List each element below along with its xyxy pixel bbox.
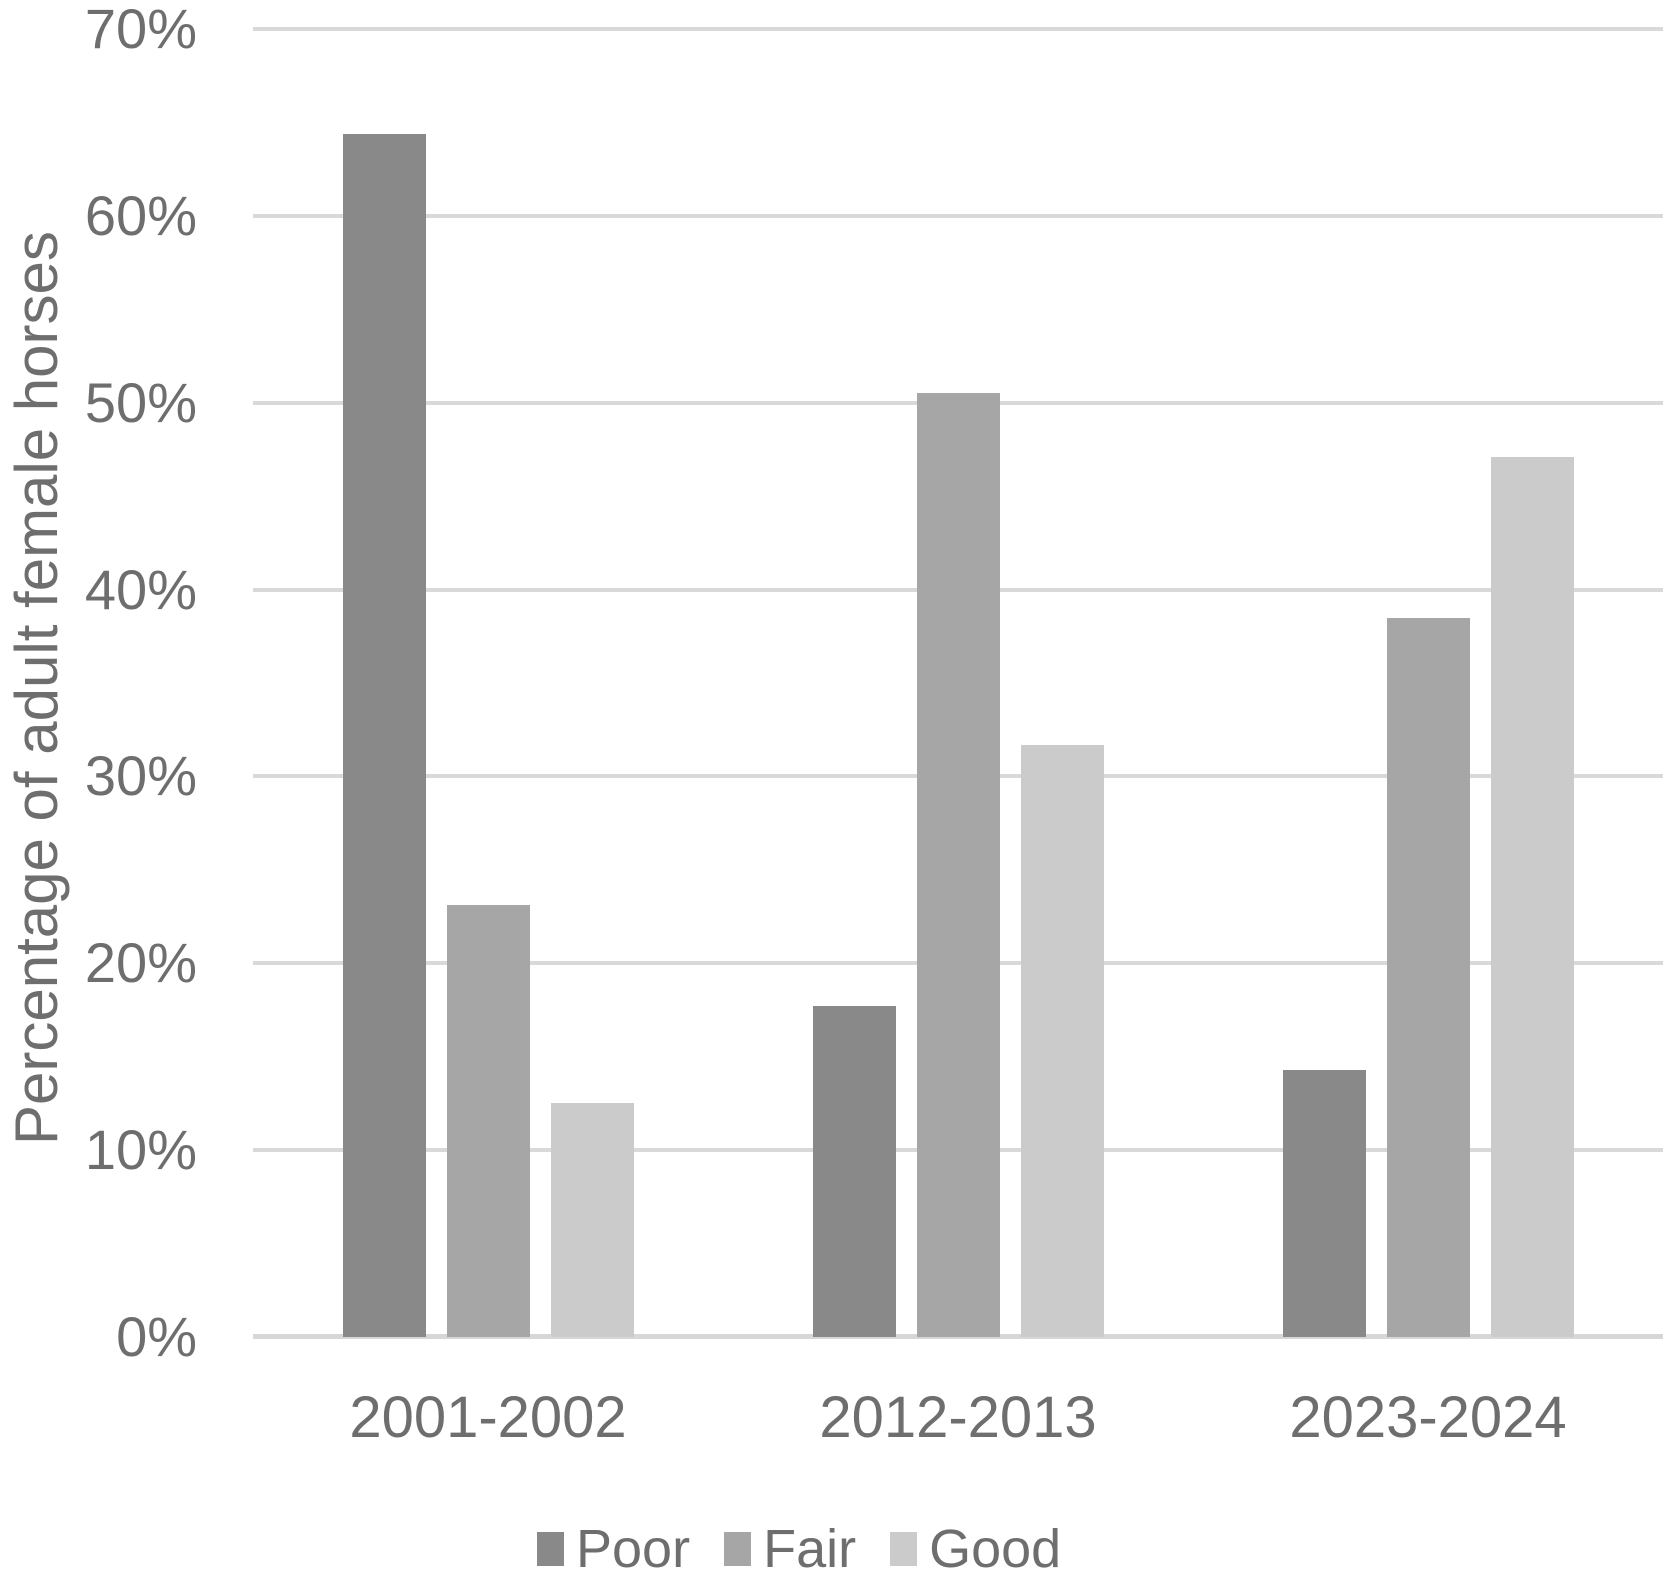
legend-item-good: Good <box>890 1522 1061 1576</box>
legend-swatch-fair <box>724 1532 752 1566</box>
x-tick-label-2001-2002: 2001-2002 <box>349 1385 627 1450</box>
x-tick-label-2023-2024: 2023-2024 <box>1289 1385 1567 1450</box>
bar-good-2001-2002 <box>550 1103 634 1337</box>
legend-item-poor: Poor <box>537 1522 690 1576</box>
y-tick-label-30pct: 30% <box>84 744 197 808</box>
bar-fair-2001-2002 <box>446 905 530 1337</box>
plot-area <box>253 27 1663 1339</box>
bar-good-2023-2024 <box>1490 456 1574 1337</box>
legend-item-fair: Fair <box>724 1522 856 1576</box>
bar-fair-2023-2024 <box>1386 617 1470 1337</box>
legend: Poor Fair Good <box>537 1522 1061 1576</box>
bar-fair-2012-2013 <box>916 393 1000 1337</box>
gridline-60 <box>253 213 1663 218</box>
y-tick-label-70pct: 70% <box>84 0 197 60</box>
bar-poor-2001-2002 <box>342 133 426 1337</box>
y-tick-label-60pct: 60% <box>84 183 197 247</box>
legend-swatch-good <box>890 1532 918 1566</box>
legend-label-good: Good <box>929 1519 1062 1579</box>
bar-good-2012-2013 <box>1020 744 1104 1337</box>
gridline-70 <box>253 27 1663 31</box>
y-tick-label-20pct: 20% <box>84 931 197 995</box>
bar-poor-2023-2024 <box>1282 1069 1366 1337</box>
x-tick-label-2012-2013: 2012-2013 <box>819 1385 1097 1450</box>
y-tick-label-40pct: 40% <box>84 557 197 621</box>
y-tick-label-50pct: 50% <box>84 370 197 434</box>
bar-poor-2012-2013 <box>812 1006 896 1337</box>
y-tick-label-10pct: 10% <box>84 1118 197 1182</box>
y-tick-label-0pct: 0% <box>116 1305 197 1368</box>
y-axis-title: Percentage of adult female horses <box>3 231 70 1145</box>
legend-swatch-poor <box>537 1532 564 1566</box>
legend-label-poor: Poor <box>576 1519 691 1579</box>
legend-label-fair: Fair <box>763 1519 857 1579</box>
